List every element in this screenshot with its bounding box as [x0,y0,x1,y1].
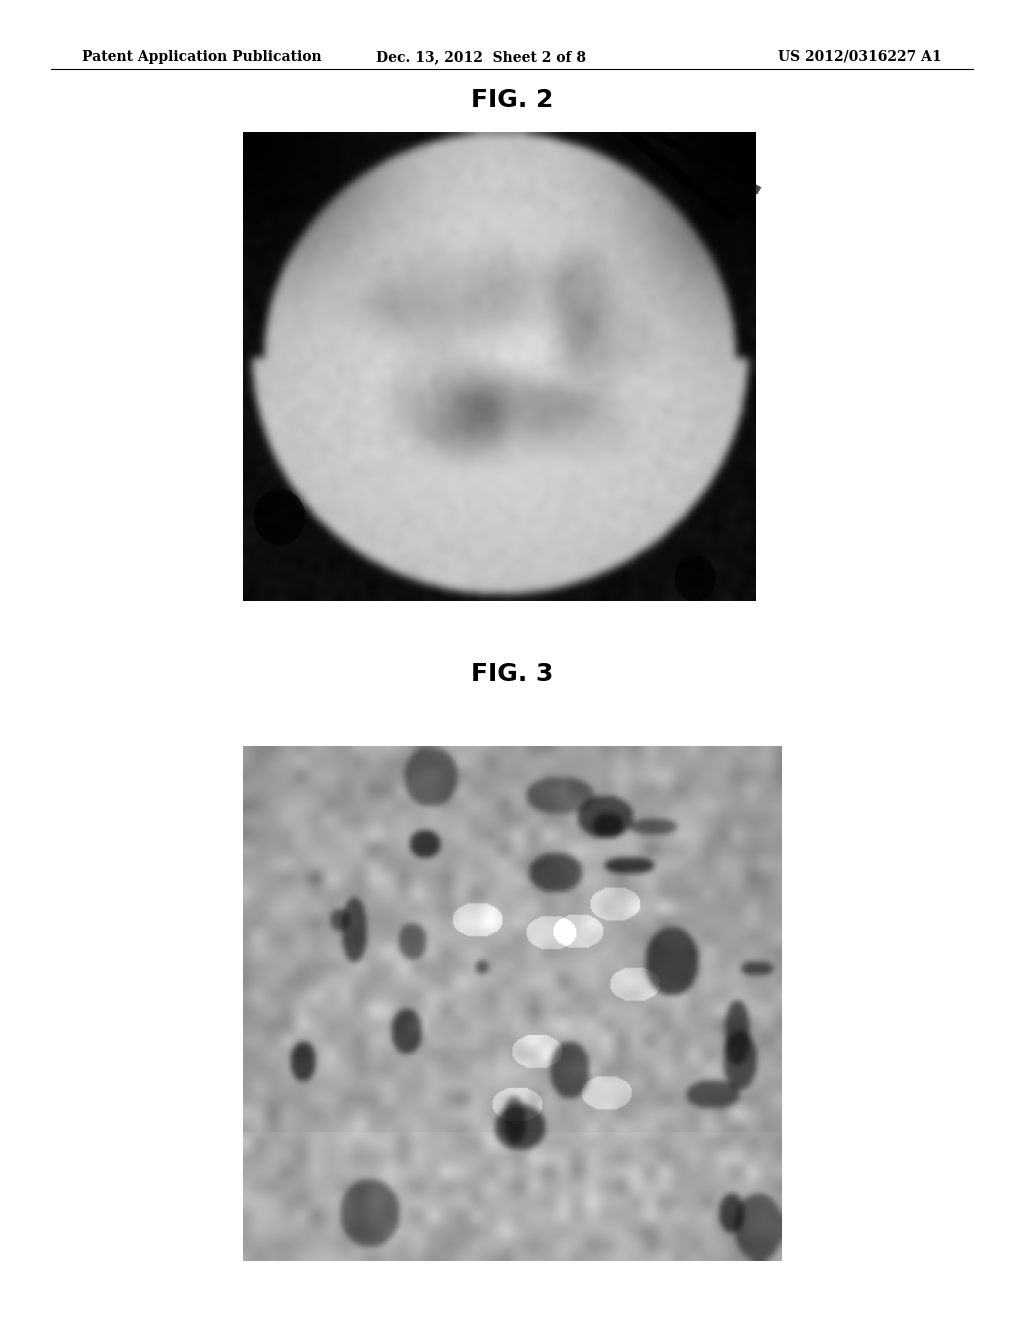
Text: FIG. 3: FIG. 3 [471,663,553,686]
Text: FIG. 2: FIG. 2 [471,88,553,112]
Text: US 2012/0316227 A1: US 2012/0316227 A1 [778,50,942,63]
Text: Dec. 13, 2012  Sheet 2 of 8: Dec. 13, 2012 Sheet 2 of 8 [376,50,587,63]
Text: Patent Application Publication: Patent Application Publication [82,50,322,63]
